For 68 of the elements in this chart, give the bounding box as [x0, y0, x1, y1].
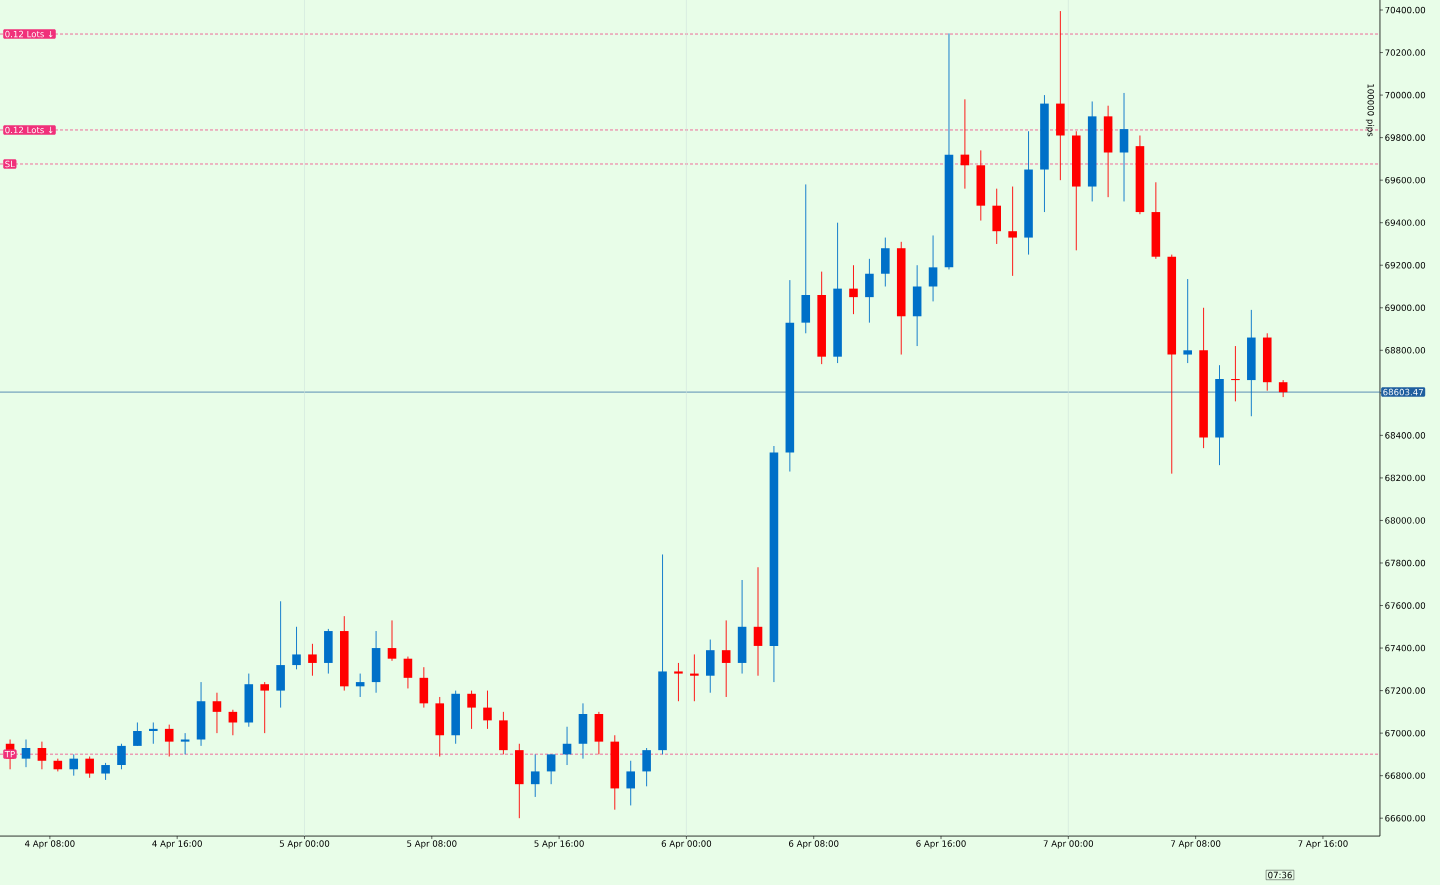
x-tick-label: 5 Apr 00:00 [279, 840, 330, 849]
y-tick-label: 67000.00 [1385, 729, 1426, 737]
candlestick [721, 619, 731, 698]
candlestick [133, 722, 142, 747]
ref-line-label: TP [4, 751, 15, 758]
y-tick-label: 68000.00 [1385, 517, 1426, 524]
candlestick [928, 235, 938, 302]
candlestick [21, 739, 31, 768]
candlestick [753, 566, 763, 677]
x-tick-label: 6 Apr 08:00 [789, 840, 839, 849]
candlestick [865, 258, 874, 324]
candlestick [117, 743, 126, 770]
x-tick-label: 6 Apr 00:00 [661, 840, 712, 849]
candlestick [530, 753, 540, 798]
y-tick-label: 68800.00 [1385, 347, 1426, 354]
annotation: 100000 pips [1365, 84, 1375, 137]
candlestick [1231, 345, 1240, 402]
candlestick [1119, 92, 1129, 202]
x-tick-label: 5 Apr 16:00 [534, 840, 584, 849]
y-tick-label: 70400.00 [1385, 6, 1426, 14]
candlestick [1008, 186, 1017, 277]
y-tick-label: 67800.00 [1385, 559, 1426, 567]
y-tick-label: 67600.00 [1385, 602, 1426, 609]
candlestick [292, 626, 301, 670]
y-tick-label: 69400.00 [1385, 219, 1426, 226]
y-tick-label: 69800.00 [1385, 134, 1426, 141]
candlestick [149, 722, 158, 745]
ref-line-label: 0.12 Lots ↓ [5, 126, 53, 134]
x-tick-label: 7 Apr 16:00 [1298, 840, 1348, 849]
candlestick [260, 681, 269, 734]
candlestick [1183, 278, 1192, 364]
x-tick-label: 5 Apr 08:00 [407, 840, 457, 849]
y-tick-label: 69200.00 [1385, 261, 1426, 269]
y-tick-label: 69600.00 [1385, 176, 1426, 184]
candlestick [546, 753, 556, 785]
y-tick-label: 68400.00 [1385, 432, 1426, 439]
ref-line-label: 68603.47 [1383, 388, 1423, 396]
candlestick [85, 756, 94, 779]
candlestick [626, 760, 636, 806]
candlestick [37, 741, 47, 770]
x-tick-label: 7 Apr 08:00 [1171, 840, 1221, 849]
x-tick-label: 6 Apr 16:00 [916, 840, 966, 849]
candlestick [69, 753, 79, 777]
candlestick [308, 643, 317, 677]
candlestick [483, 690, 492, 730]
candlestick [642, 747, 651, 787]
y-tick-label: 67400.00 [1385, 644, 1426, 652]
y-tick-label: 70200.00 [1385, 49, 1426, 56]
y-tick-label: 70000.00 [1385, 91, 1426, 99]
candlestick [674, 662, 683, 702]
x-tick-label: 4 Apr 08:00 [24, 840, 75, 849]
candlestick [690, 653, 699, 702]
x-tick-label: 7 Apr 00:00 [1043, 840, 1094, 849]
candlestick [212, 692, 222, 734]
candlestick [467, 690, 476, 730]
x-tick-label: 4 Apr 16:00 [152, 840, 202, 849]
y-tick-label: 66600.00 [1385, 814, 1426, 822]
candlestick [164, 724, 174, 757]
y-tick-label: 67200.00 [1385, 687, 1426, 694]
y-tick-label: 66800.00 [1385, 772, 1426, 779]
y-tick-label: 69000.00 [1385, 304, 1426, 312]
candlestick [849, 264, 858, 315]
y-tick-label: 68200.00 [1385, 474, 1426, 482]
candlestick [387, 619, 397, 662]
ref-line-label: SL [5, 160, 15, 168]
candlestick [403, 656, 413, 689]
text: 07:36 [1268, 871, 1292, 879]
ref-line-label: 0.12 Lots ↓ [5, 30, 53, 38]
